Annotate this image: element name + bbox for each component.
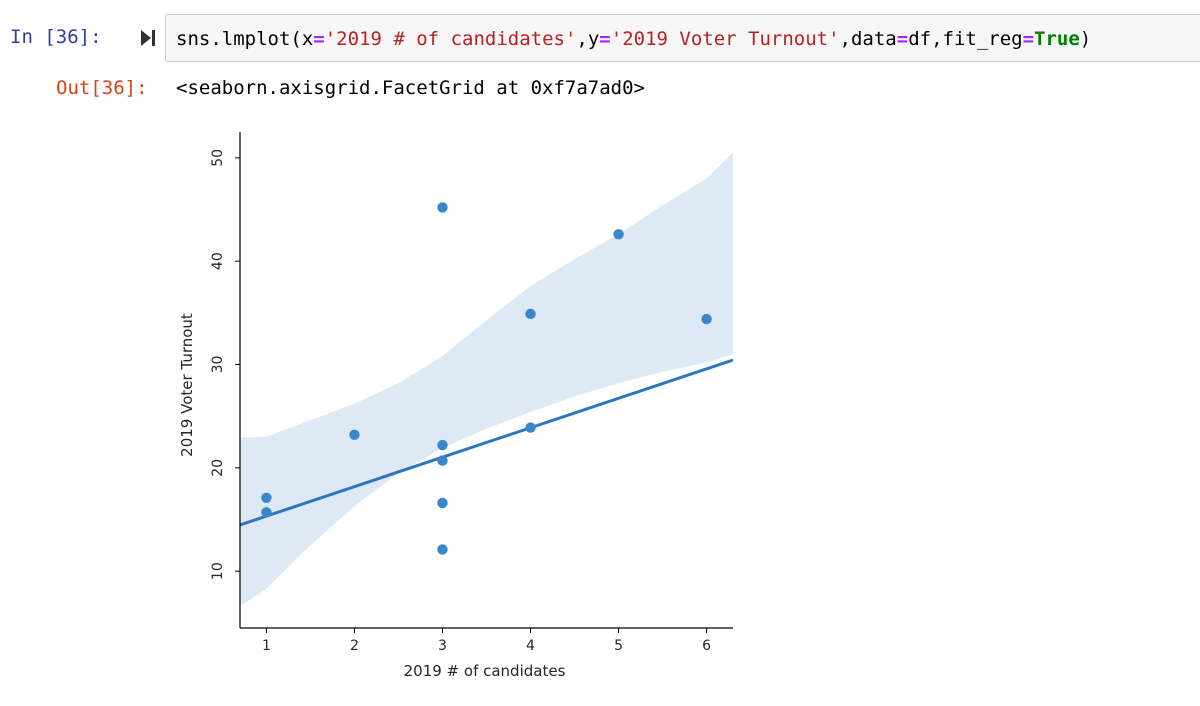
run-cell-icon[interactable] bbox=[139, 29, 157, 47]
x-tick-label: 1 bbox=[262, 638, 271, 654]
x-tick-label: 4 bbox=[526, 638, 535, 654]
code-y-arg: ,y bbox=[576, 28, 600, 50]
code-line: sns.lmplot(x='2019 # of candidates',y='2… bbox=[176, 28, 1091, 50]
data-point bbox=[437, 439, 448, 451]
y-tick-label: 10 bbox=[210, 562, 226, 580]
data-point bbox=[613, 229, 624, 240]
code-y-string: '2019 Voter Turnout' bbox=[610, 28, 840, 50]
data-point bbox=[525, 422, 536, 433]
output-prompt: Out[36]: bbox=[56, 77, 148, 99]
code-eq-operator: = bbox=[896, 28, 909, 50]
code-eq-operator: = bbox=[599, 28, 611, 50]
x-tick-label: 3 bbox=[438, 638, 447, 654]
data-point bbox=[349, 429, 360, 440]
y-tick-label: 30 bbox=[210, 356, 226, 374]
data-point bbox=[437, 544, 448, 555]
code-eq-operator: = bbox=[313, 28, 325, 50]
output-repr: <seaborn.axisgrid.FacetGrid at 0xf7a7ad0… bbox=[176, 77, 645, 99]
y-axis-label: 2019 Voter Turnout bbox=[178, 313, 196, 457]
data-point bbox=[437, 455, 448, 466]
x-tick-label: 6 bbox=[702, 638, 711, 654]
y-tick-label: 40 bbox=[210, 252, 226, 270]
input-prompt: In [36]: bbox=[10, 26, 102, 48]
data-point bbox=[437, 202, 448, 213]
x-axis-label: 2019 # of candidates bbox=[404, 662, 566, 680]
code-data-arg: ,data bbox=[839, 28, 897, 50]
code-close-paren: ) bbox=[1079, 28, 1092, 50]
data-point bbox=[261, 507, 272, 518]
regression-line bbox=[240, 358, 733, 527]
x-tick-label: 5 bbox=[614, 638, 623, 654]
y-tick-label: 50 bbox=[210, 149, 226, 167]
data-point bbox=[701, 313, 712, 325]
code-data-value: df,fit_reg bbox=[908, 28, 1023, 50]
confidence-band bbox=[240, 152, 733, 607]
code-cell-input[interactable]: sns.lmplot(x='2019 # of candidates',y='2… bbox=[165, 14, 1200, 62]
x-tick-label: 2 bbox=[350, 638, 359, 654]
data-point bbox=[525, 308, 536, 320]
code-true-keyword: True bbox=[1034, 28, 1080, 50]
data-point bbox=[437, 497, 448, 509]
code-call: sns.lmplot(x bbox=[176, 28, 314, 50]
y-tick-label: 20 bbox=[210, 459, 226, 477]
data-point bbox=[261, 492, 272, 503]
code-eq-operator: = bbox=[1022, 28, 1035, 50]
code-x-string: '2019 # of candidates' bbox=[324, 28, 577, 50]
